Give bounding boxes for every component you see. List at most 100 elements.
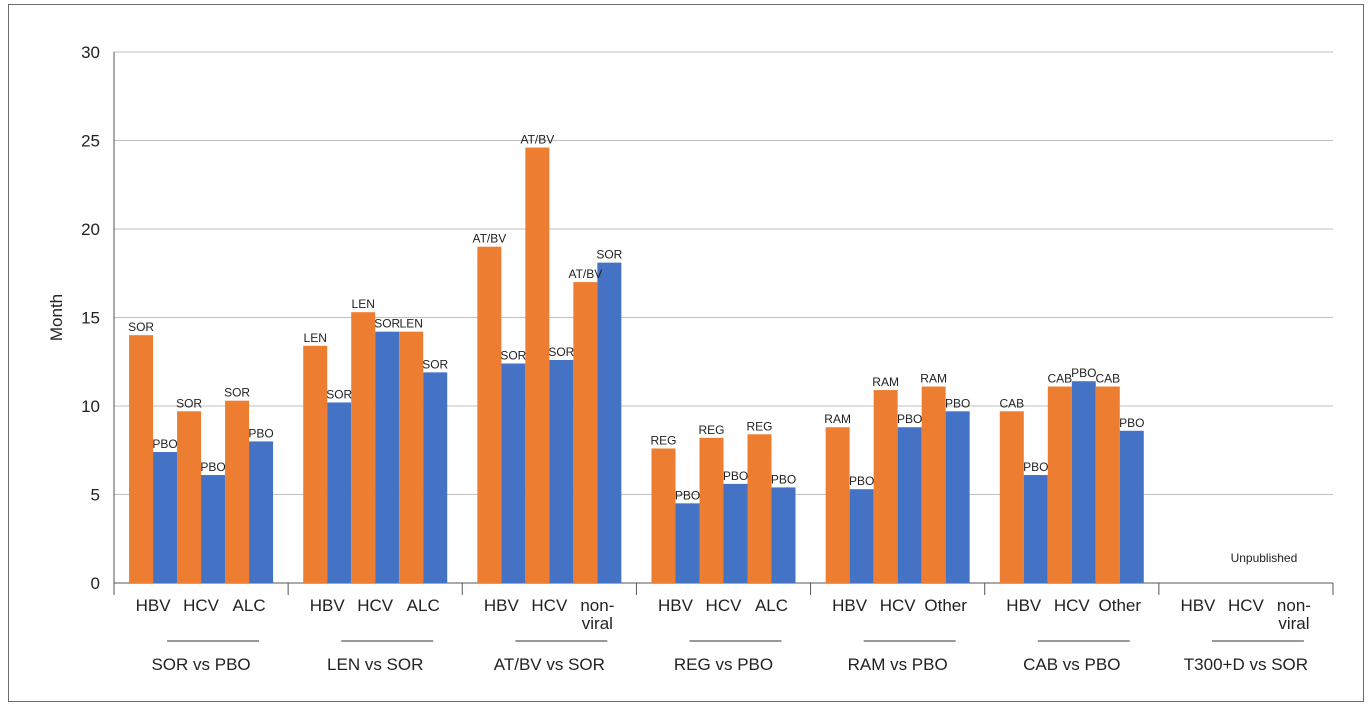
category-label: HBV [658,596,694,615]
bar-data-label: PBO [200,460,225,474]
bar-pbo [723,483,748,583]
y-tick-label: 15 [81,309,100,328]
bar-sor [375,331,400,583]
bar-data-label: SOR [176,396,202,410]
bar-data-label: PBO [771,472,796,486]
bar-data-label: SOR [548,345,574,359]
bar-cab [999,411,1024,583]
bar-pbo [153,452,178,583]
bar-data-label: CAB [999,396,1024,410]
bar-at-bv [573,282,598,583]
bar-data-label: PBO [945,396,970,410]
category-label: HBV [136,596,172,615]
bar-data-label: PBO [723,469,748,483]
bar-data-label: SOR [422,357,448,371]
bar-pbo [249,441,274,583]
group-label: SOR vs PBO [151,655,250,674]
bar-pbo [897,427,922,583]
bar-data-label: SOR [128,320,154,334]
y-tick-label: 0 [91,574,100,593]
bar-pbo [945,411,970,583]
bar-cab [1047,386,1072,583]
group-label: CAB vs PBO [1023,655,1120,674]
bar-data-label: SOR [596,248,622,262]
category-label: Other [924,596,967,615]
category-label: viral [582,614,613,633]
bar-pbo [771,487,796,583]
category-label: HBV [310,596,346,615]
y-tick-label: 30 [81,43,100,62]
note-label: Unpublished [1231,551,1298,565]
bar-data-label: PBO [897,412,922,426]
bar-data-label: LEN [352,297,375,311]
group-label: RAM vs PBO [848,655,948,674]
bar-data-label: REG [746,419,772,433]
bar-data-label: PBO [152,437,177,451]
bar-at-bv [477,246,502,583]
bar-data-label: RAM [872,375,899,389]
category-label: HCV [183,596,220,615]
bar-pbo [849,489,874,583]
group-label: REG vs PBO [674,655,773,674]
bar-data-label: PBO [1071,366,1096,380]
bar-data-label: AT/BV [520,133,554,147]
bar-sor [549,359,574,583]
bar-len [303,345,328,583]
bar-len [351,312,376,583]
bar-sor [225,400,250,583]
category-label: HCV [357,596,394,615]
bar-ram [921,386,946,583]
category-label: non- [580,596,614,615]
category-label: ALC [407,596,440,615]
bar-pbo [1119,430,1144,583]
category-label: HBV [484,596,520,615]
category-label: viral [1278,614,1309,633]
bar-sor [501,363,526,583]
y-tick-label: 25 [81,132,100,151]
bar-ram [825,427,850,583]
category-label: HCV [531,596,568,615]
bar-data-label: SOR [500,349,526,363]
bar-data-label: SOR [224,386,250,400]
bar-data-label: PBO [849,474,874,488]
group-label: AT/BV vs SOR [494,655,605,674]
bar-sor [423,372,448,583]
category-label: HBV [832,596,868,615]
bar-data-label: SOR [326,387,352,401]
bar-sor [327,402,352,583]
bar-data-label: AT/BV [472,232,506,246]
y-tick-label: 20 [81,220,100,239]
bar-reg [699,437,724,583]
bar-data-label: RAM [824,412,851,426]
category-label: HCV [1228,596,1265,615]
bar-data-label: PBO [675,488,700,502]
group-label: T300+D vs SOR [1184,655,1308,674]
category-label: HCV [880,596,917,615]
bar-sor [129,335,154,583]
bar-data-label: LEN [304,331,327,345]
bar-data-label: LEN [400,317,423,331]
bar-cab [1095,386,1120,583]
y-axis-title: Month [47,294,66,341]
bar-at-bv [525,147,550,583]
bar-data-label: RAM [920,372,947,386]
group-label: LEN vs SOR [327,655,423,674]
bar-data-label: PBO [248,426,273,440]
y-tick-label: 5 [91,486,100,505]
bar-data-label: AT/BV [568,267,602,281]
labels: 0 5 10 15 20 25 30 HBV SOR PBO HCV SOR PBO ALC SOR PBO S… [81,43,1311,674]
bar-data-label: PBO [1023,460,1048,474]
bar-pbo [201,475,226,583]
bar-pbo [675,503,700,583]
chart-frame [8,4,1364,702]
category-label: Other [1099,596,1142,615]
category-label: HBV [1006,596,1042,615]
bar-ram [873,390,898,583]
bar-reg [651,448,676,583]
bar-pbo [1071,381,1096,583]
bars [129,147,1144,583]
y-tick-label: 10 [81,397,100,416]
bar-data-label: PBO [1119,416,1144,430]
category-label: HBV [1180,596,1216,615]
